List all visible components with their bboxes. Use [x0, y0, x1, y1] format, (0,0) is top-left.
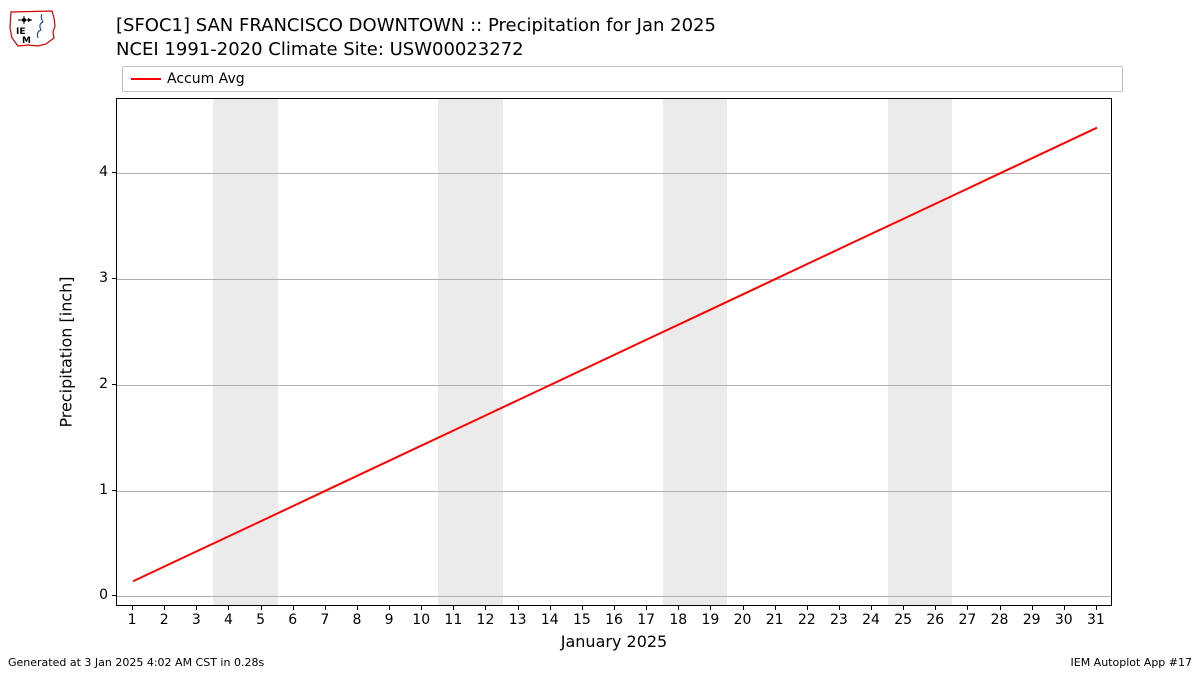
ytick-mark	[112, 384, 116, 385]
xtick-mark	[293, 606, 294, 610]
ytick-label: 2	[99, 376, 108, 392]
legend-swatch	[131, 78, 161, 80]
xtick-mark	[807, 606, 808, 610]
xtick-label: 4	[224, 612, 233, 628]
xtick-label: 2	[160, 612, 169, 628]
ytick-mark	[112, 595, 116, 596]
y-axis-label: Precipitation [inch]	[57, 276, 76, 427]
xtick-mark	[421, 606, 422, 610]
xtick-mark	[1096, 606, 1097, 610]
xtick-label: 3	[192, 612, 201, 628]
xtick-label: 12	[477, 612, 495, 628]
xtick-label: 29	[1023, 612, 1041, 628]
xtick-mark	[967, 606, 968, 610]
xtick-label: 16	[605, 612, 623, 628]
xtick-label: 22	[798, 612, 816, 628]
xtick-mark	[518, 606, 519, 610]
xtick-label: 10	[412, 612, 430, 628]
ytick-mark	[112, 490, 116, 491]
xtick-mark	[743, 606, 744, 610]
container: IE M [SFOC1] SAN FRANCISCO DOWNTOWN :: P…	[0, 0, 1200, 675]
ytick-mark	[112, 278, 116, 279]
xtick-label: 9	[385, 612, 394, 628]
xtick-label: 18	[669, 612, 687, 628]
xtick-label: 11	[444, 612, 462, 628]
ytick-label: 1	[99, 482, 108, 498]
xtick-mark	[646, 606, 647, 610]
xtick-label: 17	[637, 612, 655, 628]
xtick-label: 13	[509, 612, 527, 628]
footer-generated: Generated at 3 Jan 2025 4:02 AM CST in 0…	[8, 656, 264, 669]
iem-logo: IE M	[8, 8, 58, 50]
xtick-label: 5	[256, 612, 265, 628]
xtick-label: 19	[701, 612, 719, 628]
plot-area	[116, 98, 1112, 606]
xtick-mark	[582, 606, 583, 610]
ytick-label: 0	[99, 587, 108, 603]
xtick-mark	[1032, 606, 1033, 610]
xtick-label: 23	[830, 612, 848, 628]
xtick-label: 28	[991, 612, 1009, 628]
xtick-mark	[871, 606, 872, 610]
xtick-mark	[903, 606, 904, 610]
xtick-mark	[164, 606, 165, 610]
xtick-mark	[839, 606, 840, 610]
x-axis-label: January 2025	[561, 632, 667, 651]
xtick-label: 14	[541, 612, 559, 628]
xtick-label: 27	[958, 612, 976, 628]
xtick-mark	[614, 606, 615, 610]
xtick-label: 20	[734, 612, 752, 628]
xtick-mark	[132, 606, 133, 610]
xtick-mark	[325, 606, 326, 610]
xtick-mark	[550, 606, 551, 610]
xtick-mark	[453, 606, 454, 610]
ytick-mark	[112, 172, 116, 173]
xtick-mark	[485, 606, 486, 610]
xtick-mark	[196, 606, 197, 610]
xtick-mark	[775, 606, 776, 610]
xtick-label: 7	[320, 612, 329, 628]
xtick-label: 6	[288, 612, 297, 628]
xtick-mark	[389, 606, 390, 610]
chart-title: [SFOC1] SAN FRANCISCO DOWNTOWN :: Precip…	[116, 14, 716, 62]
xtick-label: 25	[894, 612, 912, 628]
xtick-mark	[678, 606, 679, 610]
xtick-label: 1	[128, 612, 137, 628]
xtick-mark	[935, 606, 936, 610]
title-line-2: NCEI 1991-2020 Climate Site: USW00023272	[116, 38, 716, 62]
xtick-label: 31	[1087, 612, 1105, 628]
legend: Accum Avg	[122, 66, 1123, 92]
legend-label: Accum Avg	[167, 71, 245, 87]
ytick-label: 4	[99, 164, 108, 180]
title-line-1: [SFOC1] SAN FRANCISCO DOWNTOWN :: Precip…	[116, 14, 716, 38]
xtick-mark	[710, 606, 711, 610]
xtick-label: 21	[766, 612, 784, 628]
footer-app: IEM Autoplot App #17	[1071, 656, 1193, 669]
xtick-mark	[357, 606, 358, 610]
xtick-label: 8	[352, 612, 361, 628]
xtick-label: 15	[573, 612, 591, 628]
line-series	[117, 99, 1113, 607]
xtick-label: 24	[862, 612, 880, 628]
xtick-mark	[261, 606, 262, 610]
xtick-mark	[228, 606, 229, 610]
xtick-mark	[1000, 606, 1001, 610]
ytick-label: 3	[99, 270, 108, 286]
svg-text:M: M	[22, 36, 31, 46]
xtick-label: 30	[1055, 612, 1073, 628]
xtick-label: 26	[926, 612, 944, 628]
xtick-mark	[1064, 606, 1065, 610]
